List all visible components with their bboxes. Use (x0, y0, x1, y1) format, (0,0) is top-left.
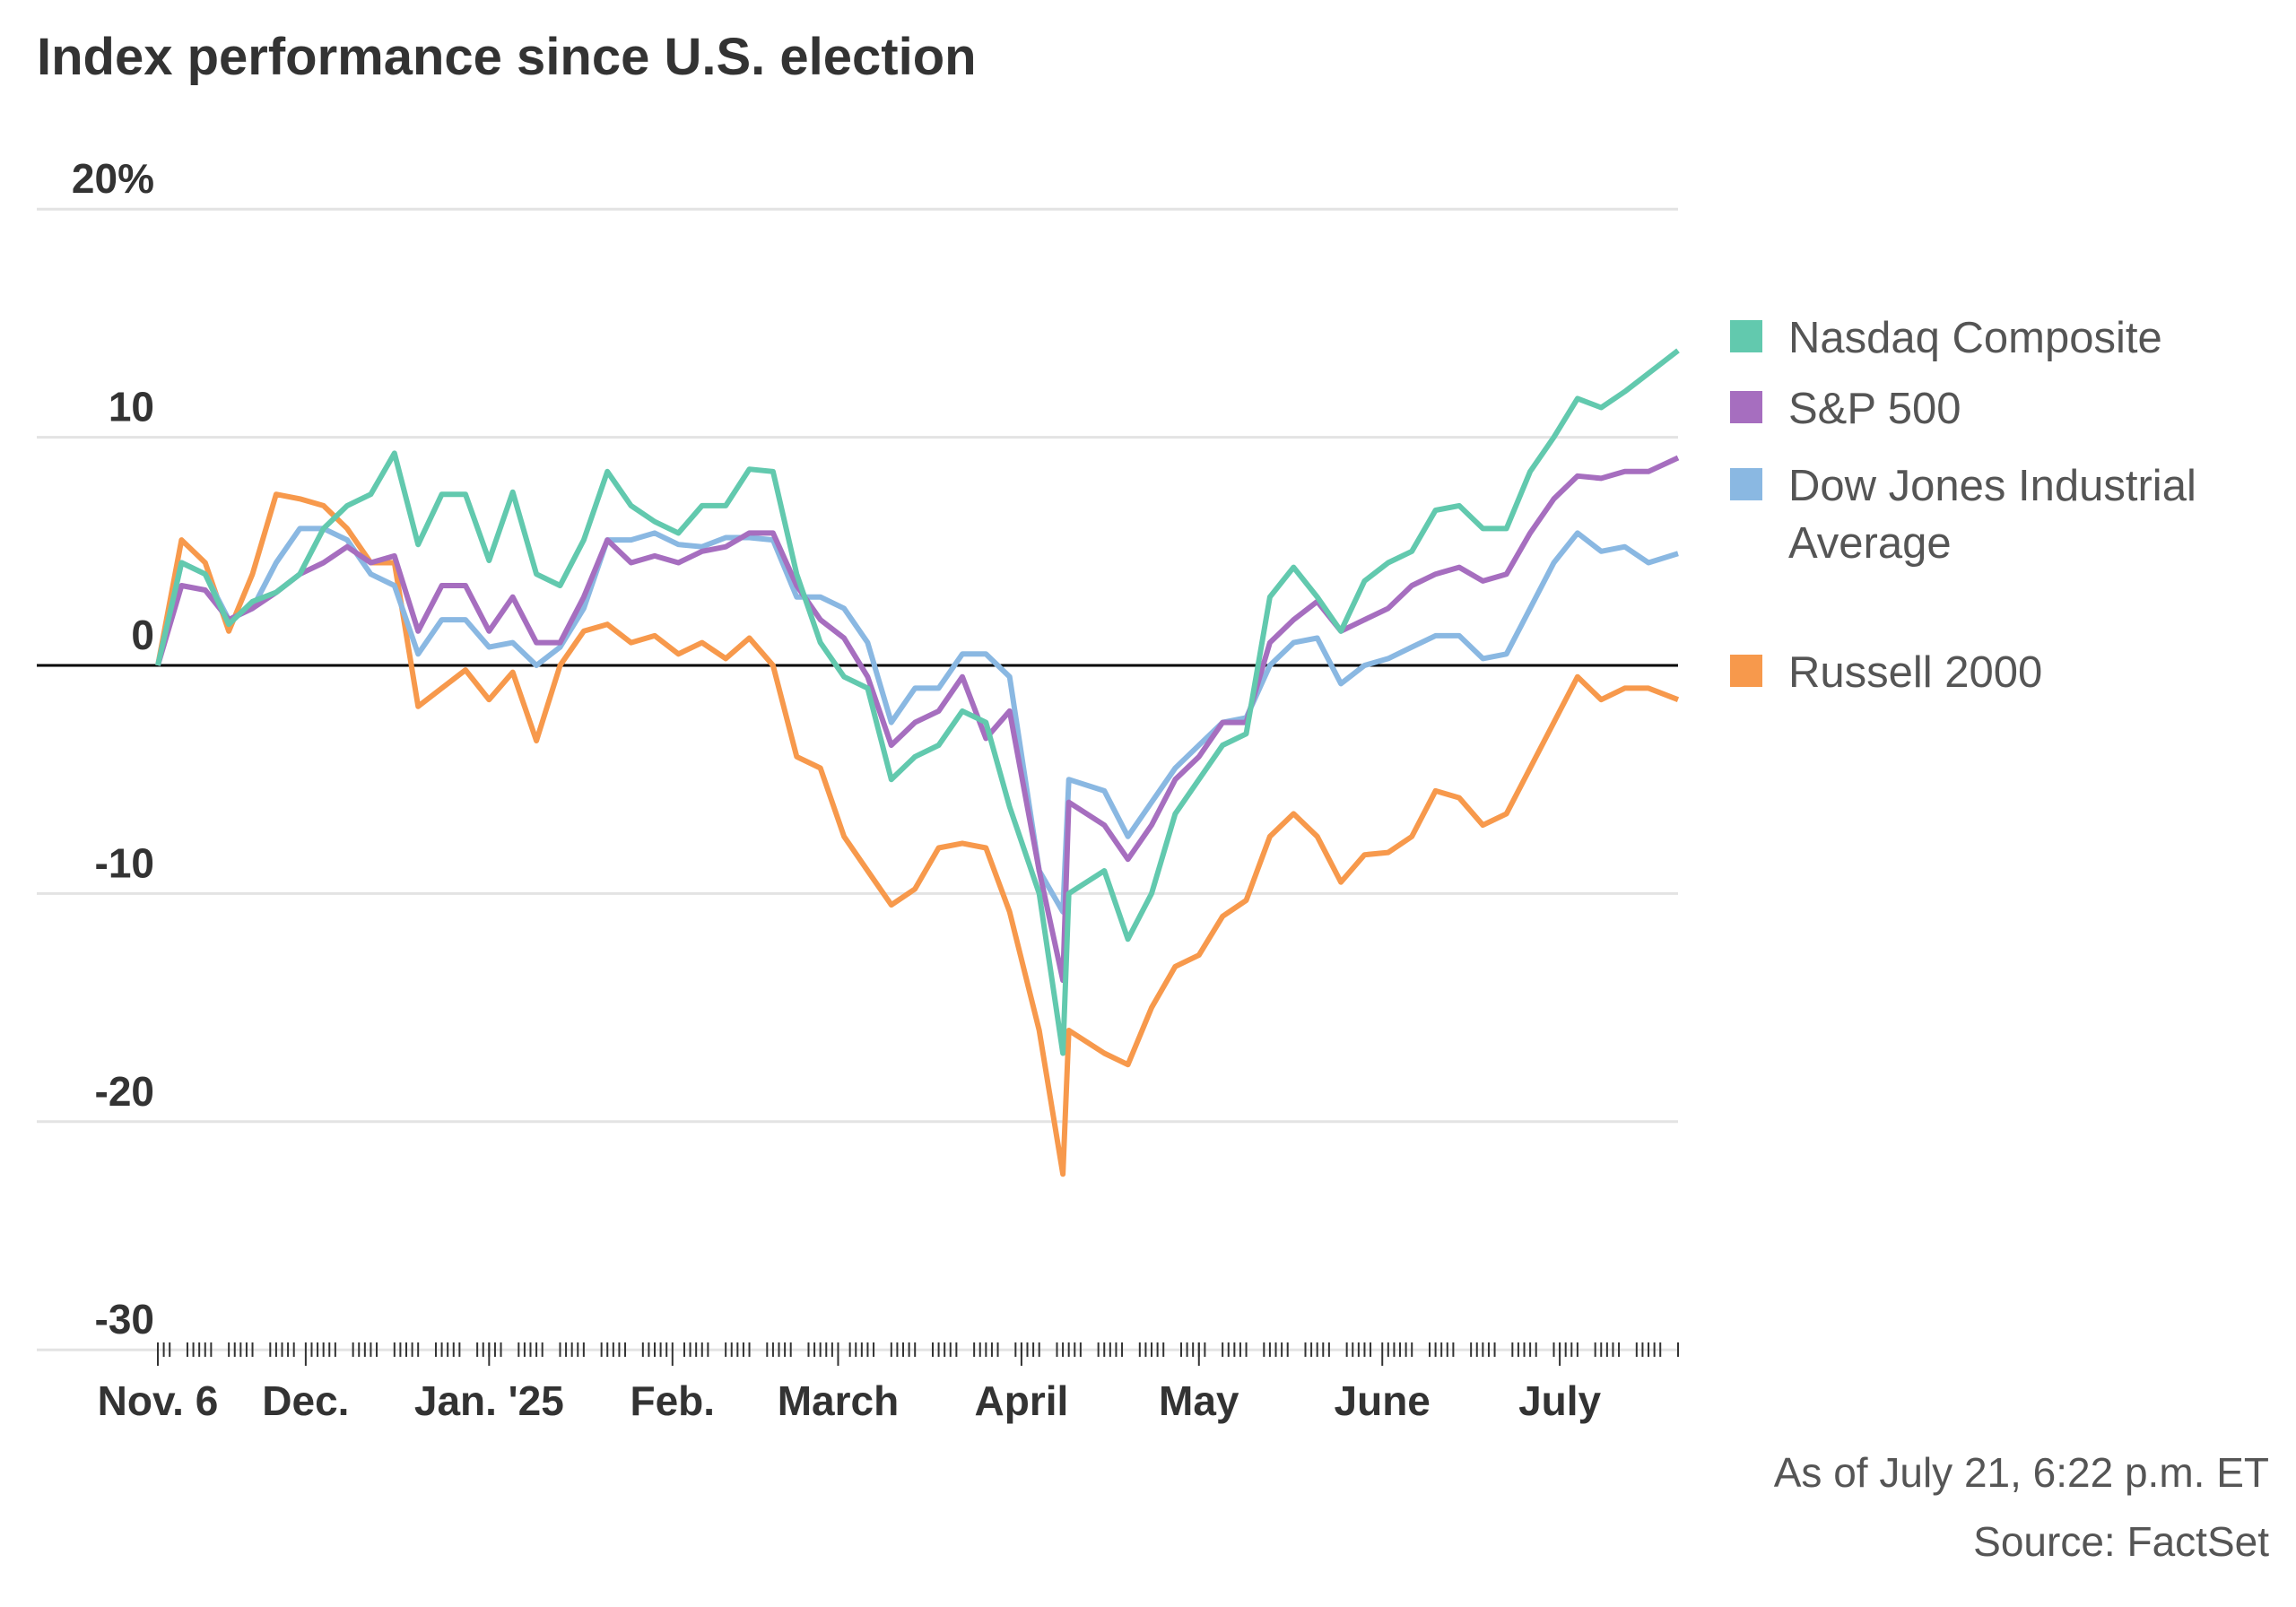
y-tick-label: 0 (131, 612, 154, 658)
x-tick-label: June (1335, 1377, 1431, 1424)
x-tick-label: Jan. '25 (414, 1377, 564, 1424)
x-tick-label: April (975, 1377, 1069, 1424)
y-tick-label: 10 (109, 384, 154, 430)
legend-swatch (1730, 468, 1762, 500)
y-axis-labels: 20% 10 0 -10 -20 -30 (72, 155, 154, 1342)
series-line-dow-jones-industrial-average (155, 526, 1679, 915)
series-line-russell-2000 (155, 491, 1680, 1177)
legend-label: Dow Jones Industrial Average (1788, 462, 2196, 568)
x-tick-label: Nov. 6 (98, 1377, 219, 1424)
legend-swatch (1730, 391, 1762, 423)
x-tick-label: July (1518, 1377, 1601, 1424)
legend-item-nasdaq: Nasdaq Composite (1730, 309, 2268, 367)
gridlines (37, 207, 1678, 1351)
y-tick-label: -20 (95, 1068, 154, 1115)
series-line-s-p-500 (155, 455, 1680, 984)
legend-swatch (1730, 655, 1762, 687)
x-tick-label: Feb. (631, 1377, 716, 1424)
y-tick-label: 20% (72, 155, 154, 202)
y-tick-label: -10 (95, 839, 154, 886)
x-tick-label: May (1159, 1377, 1239, 1424)
legend-item-russell: Russell 2000 (1730, 644, 2268, 701)
legend-swatch (1730, 320, 1762, 352)
legend-label: Russell 2000 (1788, 648, 2043, 697)
as-of-note: As of July 21, 6:22 p.m. ET (1773, 1449, 2269, 1496)
legend-item-dow: Dow Jones Industrial Average (1730, 457, 2232, 572)
series-lines (155, 348, 1680, 1177)
y-tick-label: -30 (95, 1296, 154, 1342)
x-axis-ticks (157, 1342, 1679, 1366)
x-axis-labels: Nov. 6 Dec. Jan. '25 Feb. March April May June J… (98, 1377, 1602, 1424)
legend-label: S&P 500 (1788, 385, 1961, 433)
chart-title: Index performance since U.S. election (37, 28, 977, 86)
x-tick-label: March (778, 1377, 899, 1424)
legend-item-sp500: S&P 500 (1730, 380, 2268, 438)
x-tick-label: Dec. (262, 1377, 349, 1424)
series-line-nasdaq-composite (155, 348, 1680, 1056)
legend-label: Nasdaq Composite (1788, 314, 2162, 362)
source-note: Source: FactSet (1973, 1518, 2269, 1565)
